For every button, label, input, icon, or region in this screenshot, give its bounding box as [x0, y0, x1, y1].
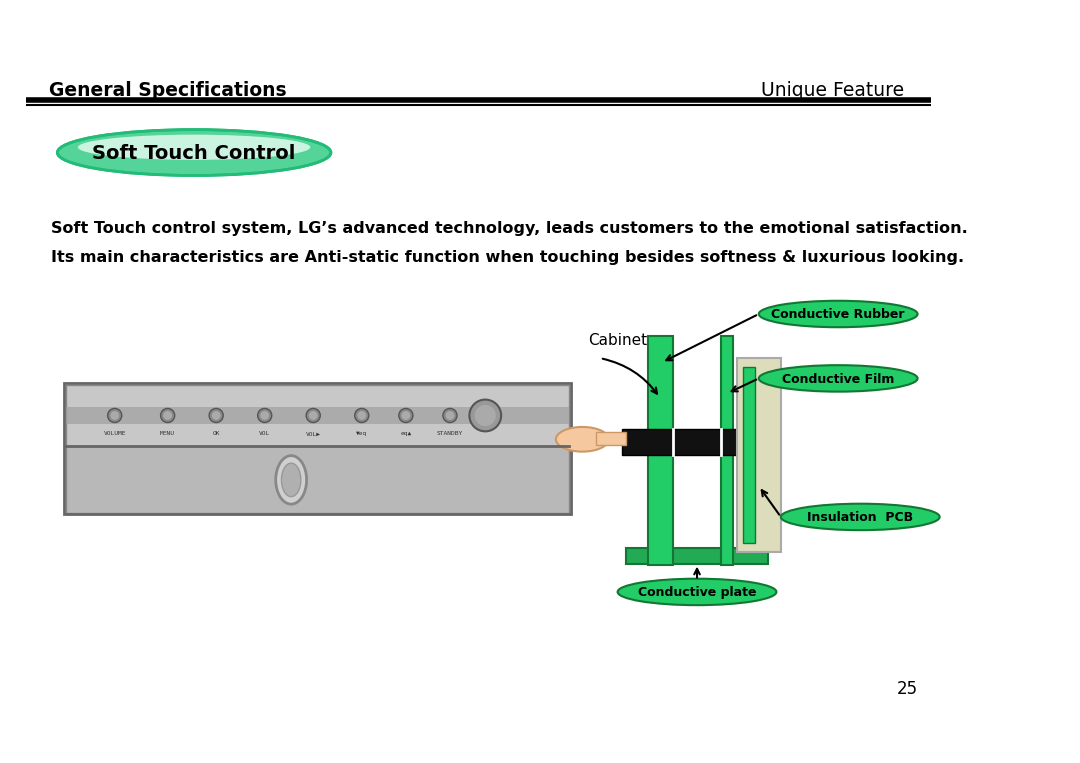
- Circle shape: [163, 411, 172, 420]
- Bar: [626, 548, 768, 564]
- Text: VOL▶: VOL▶: [306, 431, 321, 436]
- Text: VOLUME: VOLUME: [104, 431, 126, 436]
- Circle shape: [475, 405, 496, 426]
- Circle shape: [110, 411, 119, 420]
- Circle shape: [210, 408, 224, 423]
- Text: MENU: MENU: [160, 431, 175, 436]
- Bar: [66, 446, 569, 513]
- Circle shape: [446, 411, 455, 420]
- Text: Unique Feature: Unique Feature: [761, 82, 904, 100]
- Ellipse shape: [618, 578, 777, 605]
- Ellipse shape: [282, 463, 301, 497]
- Circle shape: [470, 400, 501, 431]
- Text: Its main characteristics are Anti-static function when touching besides softness: Its main characteristics are Anti-static…: [51, 250, 964, 265]
- Text: Conductive Film: Conductive Film: [782, 373, 894, 386]
- Text: General Specifications: General Specifications: [49, 82, 286, 100]
- Bar: [648, 336, 673, 565]
- Bar: [66, 385, 569, 446]
- Text: Cabinet: Cabinet: [588, 333, 647, 348]
- Bar: [595, 432, 626, 445]
- Ellipse shape: [275, 456, 307, 504]
- Text: Conductive plate: Conductive plate: [638, 586, 756, 599]
- Circle shape: [485, 411, 494, 420]
- Circle shape: [306, 408, 321, 423]
- Text: OK: OK: [213, 431, 220, 436]
- Bar: [737, 358, 781, 552]
- Circle shape: [399, 408, 413, 423]
- Text: Soft Touch control system, LG’s advanced technology, leads customers to the emot: Soft Touch control system, LG’s advanced…: [51, 221, 968, 237]
- Text: STANDBY: STANDBY: [436, 431, 463, 436]
- Ellipse shape: [78, 134, 310, 160]
- Ellipse shape: [759, 301, 918, 327]
- Circle shape: [402, 411, 410, 420]
- Circle shape: [443, 408, 457, 423]
- Ellipse shape: [781, 504, 940, 530]
- Ellipse shape: [759, 365, 918, 391]
- Circle shape: [309, 411, 318, 420]
- Bar: [66, 407, 569, 424]
- Circle shape: [212, 411, 220, 420]
- Circle shape: [161, 408, 175, 423]
- Text: Insulation  PCB: Insulation PCB: [807, 511, 914, 524]
- Ellipse shape: [57, 130, 330, 175]
- Text: VOL: VOL: [259, 431, 270, 436]
- Ellipse shape: [556, 427, 609, 452]
- Text: ▼eq: ▼eq: [356, 431, 367, 436]
- Circle shape: [483, 408, 497, 423]
- Bar: [720, 336, 733, 565]
- Text: Soft Touch Control: Soft Touch Control: [93, 144, 296, 163]
- Circle shape: [357, 411, 366, 420]
- Text: eq▲: eq▲: [401, 431, 411, 436]
- Circle shape: [108, 408, 122, 423]
- Circle shape: [354, 408, 368, 423]
- Bar: [65, 383, 571, 514]
- Circle shape: [258, 408, 272, 423]
- Text: 25: 25: [896, 680, 918, 698]
- Text: Conductive Rubber: Conductive Rubber: [771, 308, 905, 321]
- Bar: [743, 367, 755, 543]
- Circle shape: [260, 411, 269, 420]
- Bar: [622, 429, 772, 456]
